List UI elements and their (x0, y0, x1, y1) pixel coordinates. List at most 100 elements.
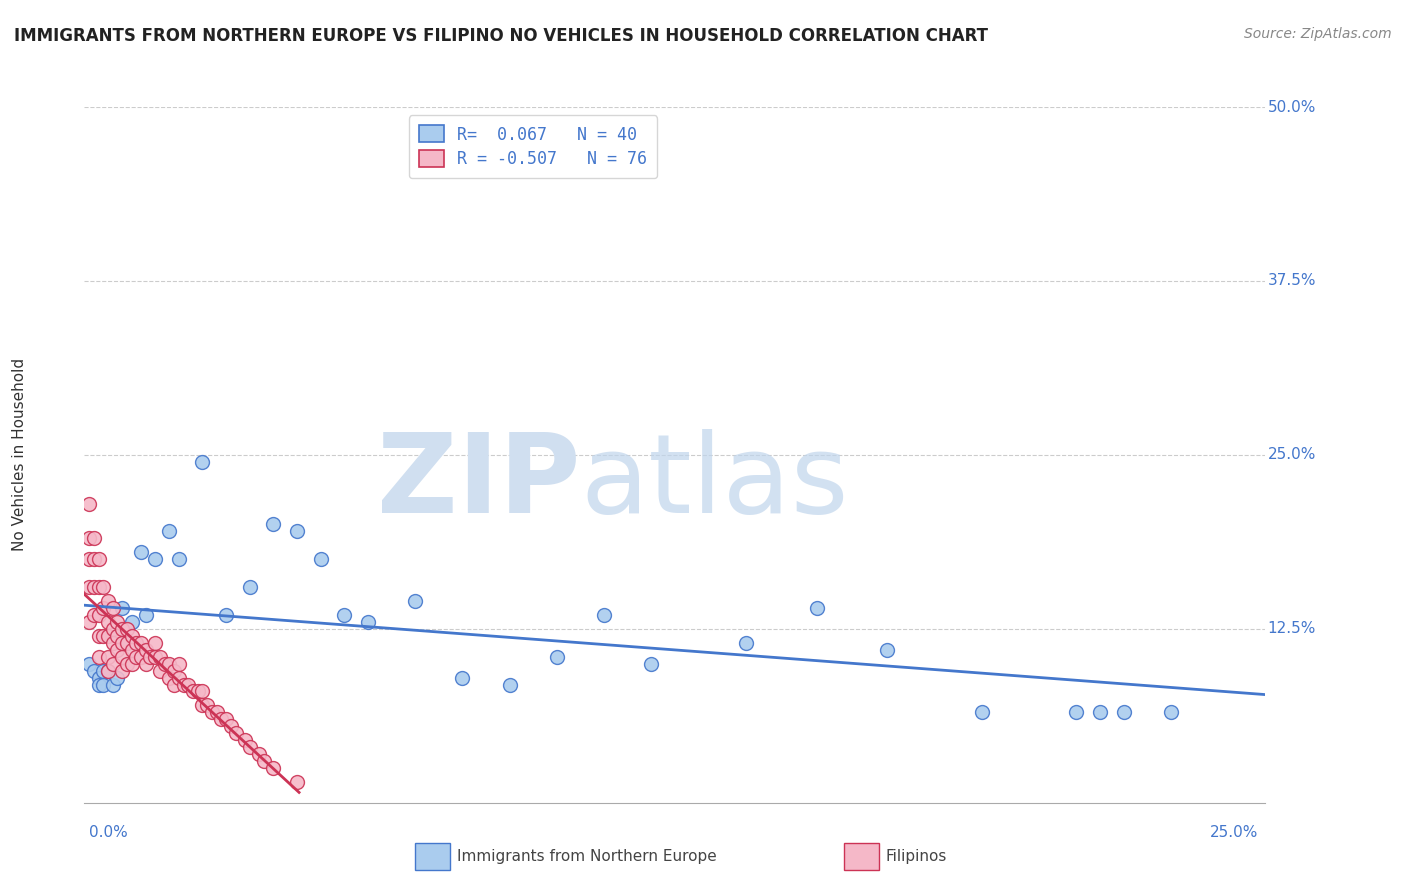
Point (153, 657, 176, 671)
Point (135, 657, 157, 671)
Point (91, 629, 114, 643)
Point (640, 657, 662, 671)
Point (101, 636, 124, 650)
Point (77, 552, 100, 566)
Point (143, 552, 166, 566)
Text: 12.5%: 12.5% (1268, 622, 1316, 636)
Text: 25.0%: 25.0% (1211, 825, 1258, 840)
Legend: R=  0.067   N = 40, R = -0.507   N = 76: R= 0.067 N = 40, R = -0.507 N = 76 (409, 115, 658, 178)
Point (101, 657, 124, 671)
Point (205, 706, 228, 720)
Point (309, 552, 332, 566)
Point (451, 671, 474, 685)
Text: 0.0%: 0.0% (89, 825, 128, 840)
Point (734, 636, 756, 650)
Point (129, 636, 152, 650)
Point (157, 524, 180, 539)
Point (233, 733, 256, 747)
Point (167, 552, 190, 566)
Point (404, 594, 426, 608)
Point (380, 497, 402, 511)
Point (181, 684, 204, 698)
Point (285, 775, 308, 789)
Point (121, 629, 143, 643)
Point (91, 580, 114, 594)
Point (77, 657, 100, 671)
Point (121, 615, 143, 629)
Point (219, 719, 242, 733)
Text: Source: ZipAtlas.com: Source: ZipAtlas.com (1244, 27, 1392, 41)
Point (806, 601, 828, 615)
Point (111, 649, 134, 664)
Point (111, 664, 134, 678)
Point (107, 615, 129, 629)
Point (1066, 706, 1088, 720)
Point (209, 712, 232, 726)
Point (225, 726, 247, 740)
Point (91, 677, 114, 691)
Point (77, 532, 100, 546)
Text: 25.0%: 25.0% (1268, 448, 1316, 462)
Point (143, 649, 166, 664)
Point (125, 649, 148, 664)
Point (247, 747, 270, 761)
Point (111, 622, 134, 636)
Point (87, 677, 110, 691)
Point (143, 636, 166, 650)
Point (101, 677, 124, 691)
Text: No Vehicles in Household: No Vehicles in Household (11, 359, 27, 551)
Point (97, 664, 120, 678)
Point (187, 684, 209, 698)
Point (129, 649, 152, 664)
Point (970, 706, 993, 720)
Point (97, 594, 120, 608)
Point (253, 754, 276, 768)
Point (157, 671, 180, 685)
Point (191, 455, 214, 469)
Point (87, 671, 110, 685)
Point (191, 684, 214, 698)
Point (239, 580, 262, 594)
Text: Immigrants from Northern Europe: Immigrants from Northern Europe (457, 849, 717, 863)
Text: 50.0%: 50.0% (1268, 100, 1316, 114)
Point (97, 649, 120, 664)
Text: ZIP: ZIP (377, 429, 581, 536)
Point (262, 517, 284, 532)
Point (97, 615, 120, 629)
Point (121, 657, 143, 671)
Point (77, 615, 100, 629)
Point (129, 545, 152, 559)
Text: atlas: atlas (581, 429, 849, 536)
Point (97, 664, 120, 678)
Point (101, 601, 124, 615)
Point (83, 607, 105, 622)
Point (77, 580, 100, 594)
Point (115, 636, 138, 650)
Point (83, 552, 105, 566)
Point (101, 622, 124, 636)
Point (163, 677, 186, 691)
Point (87, 629, 110, 643)
Point (215, 607, 238, 622)
Point (177, 677, 200, 691)
Point (83, 664, 105, 678)
Text: Filipinos: Filipinos (886, 849, 948, 863)
Point (239, 740, 262, 755)
Point (285, 524, 308, 539)
Point (167, 657, 190, 671)
Text: IMMIGRANTS FROM NORTHERN EUROPE VS FILIPINO NO VEHICLES IN HOUSEHOLD CORRELATION: IMMIGRANTS FROM NORTHERN EUROPE VS FILIP… (14, 27, 988, 45)
Point (157, 657, 180, 671)
Point (115, 657, 138, 671)
Point (125, 636, 148, 650)
Point (149, 649, 172, 664)
Point (163, 664, 186, 678)
Point (201, 706, 224, 720)
Point (91, 664, 114, 678)
Point (107, 642, 129, 657)
Point (107, 671, 129, 685)
Point (195, 698, 218, 713)
Point (107, 629, 129, 643)
Point (115, 622, 138, 636)
Point (333, 607, 356, 622)
Point (1112, 706, 1135, 720)
